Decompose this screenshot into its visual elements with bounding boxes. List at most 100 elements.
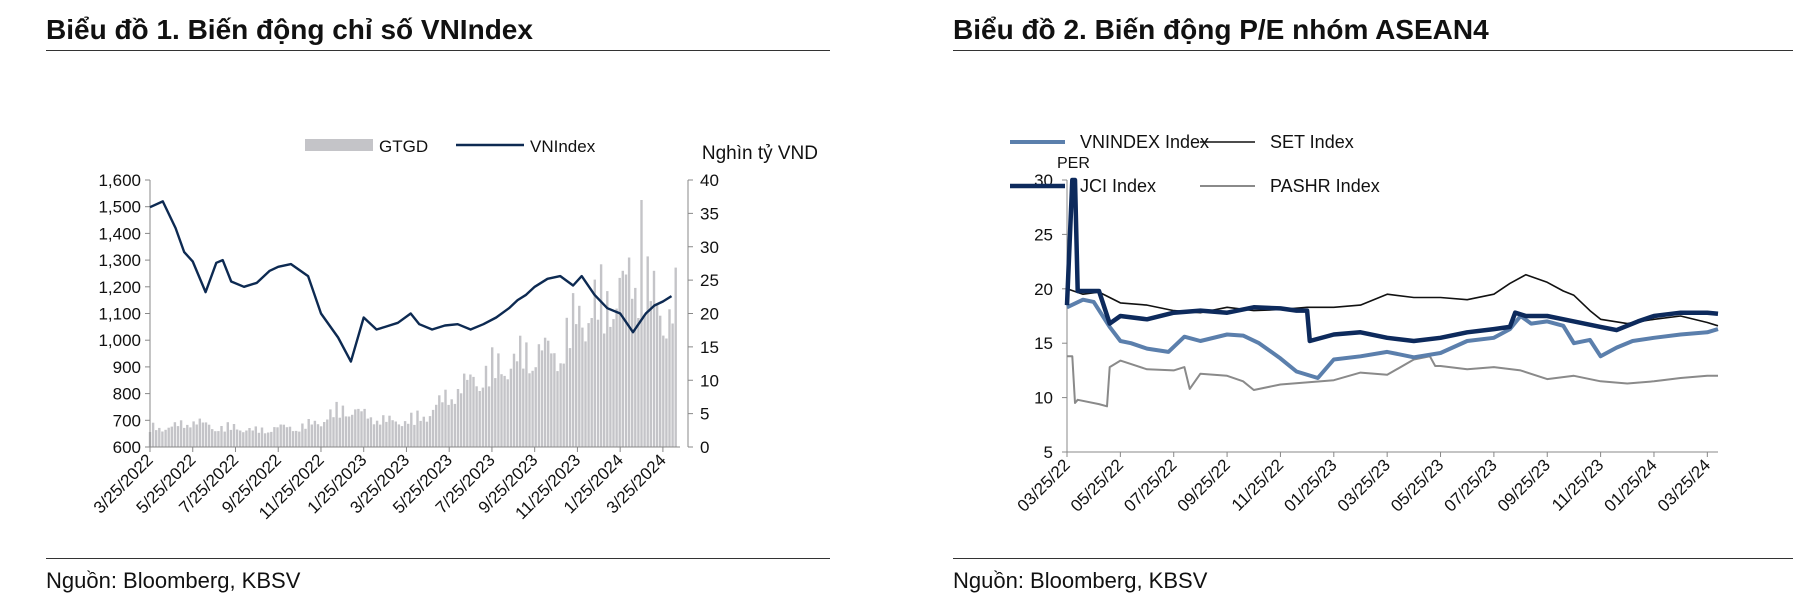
volume-bar: [189, 427, 192, 447]
chart-title: Biểu đồ 1. Biến động chỉ số VNIndex: [46, 14, 533, 45]
vnindex-line: [149, 200, 673, 363]
x-tick-label: 11/25/23: [1548, 455, 1607, 514]
volume-bar: [239, 430, 242, 447]
volume-bar: [487, 386, 491, 447]
volume-bar: [173, 422, 177, 447]
source-rule: [953, 558, 1793, 559]
volume-bar: [254, 426, 257, 447]
volume-bar: [547, 340, 550, 447]
volume-bar: [351, 414, 354, 447]
volume-bar: [369, 417, 373, 447]
volume-bar: [450, 399, 453, 447]
volume-bar: [422, 416, 425, 447]
volume-bar: [158, 427, 161, 447]
volume-bar: [590, 318, 593, 447]
volume-bar: [298, 431, 301, 447]
series-line-vnindex: [1066, 297, 1719, 380]
volume-bar: [575, 324, 578, 447]
volume-bar: [497, 353, 500, 447]
volume-bar: [550, 353, 553, 447]
volume-bar: [161, 431, 164, 447]
volume-bar: [288, 426, 292, 447]
volume-bar: [649, 301, 652, 447]
volume-bar: [273, 427, 276, 447]
volume-bar: [528, 373, 531, 447]
volume-bar: [646, 256, 649, 447]
volume-bar: [578, 305, 581, 447]
pe-chart: 51015202530PER03/25/2205/25/2207/25/2209…: [1010, 132, 1719, 516]
volume-bar: [375, 420, 379, 447]
volume-bar: [469, 374, 472, 447]
volume-bar: [310, 424, 313, 447]
volume-bar: [534, 367, 537, 447]
y-tick-label: 10: [1034, 389, 1053, 408]
volume-bar: [606, 291, 609, 447]
volume-bar: [419, 420, 422, 447]
right-axis-label: Nghìn tỷ VND: [702, 143, 818, 164]
volume-bar: [531, 370, 534, 447]
volume-bar: [263, 433, 267, 447]
x-tick-label: 01/25/23: [1280, 455, 1340, 515]
volume-bar: [363, 408, 366, 447]
volume-bar: [540, 350, 544, 447]
volume-bar: [301, 423, 304, 447]
volume-bar: [466, 379, 469, 447]
series-line-jci: [1064, 177, 1719, 344]
y-tick-label-left: 1,600: [98, 171, 141, 190]
volume-bar: [500, 374, 503, 447]
volume-bar: [344, 416, 348, 447]
volume-bar: [151, 422, 155, 447]
volume-bar: [463, 373, 466, 447]
y-tick-label: 15: [1034, 334, 1053, 353]
y-tick-label-left: 1,000: [98, 331, 141, 350]
volume-bar: [506, 379, 509, 447]
volume-bar: [260, 427, 264, 447]
volume-bar: [332, 417, 335, 447]
y-axis-label: PER: [1057, 155, 1090, 172]
volume-bar: [543, 337, 547, 447]
volume-bar: [276, 427, 279, 447]
volume-bar: [214, 431, 217, 447]
volume-bar: [407, 423, 410, 447]
volume-bar: [522, 368, 525, 447]
series-line-pashr: [1067, 355, 1718, 408]
volume-bar: [509, 368, 513, 447]
volume-bar: [388, 415, 391, 447]
legend-swatch-gtgd: [305, 139, 373, 151]
legend-label-vnindex: VNINDEX Index: [1080, 132, 1209, 152]
volume-bar: [565, 317, 568, 447]
volume-bar: [655, 303, 659, 447]
volume-bar: [167, 427, 170, 447]
volume-bar: [556, 371, 559, 447]
series-line-set: [1066, 273, 1719, 327]
volume-bar: [637, 318, 640, 447]
y-tick-label-left: 1,200: [98, 278, 141, 297]
y-tick-label: 25: [1034, 225, 1053, 244]
volume-bar: [559, 363, 562, 447]
y-tick-label: 20: [1034, 280, 1053, 299]
volume-bar: [596, 319, 600, 447]
volume-bar: [394, 421, 397, 447]
title-rule: [953, 50, 1793, 51]
volume-bar: [416, 410, 419, 447]
volume-bar: [413, 424, 416, 447]
volume-bar: [217, 431, 220, 447]
volume-bar: [668, 309, 671, 447]
volume-bar: [291, 431, 295, 447]
y-tick-label-left: 600: [113, 438, 141, 457]
volume-bar: [444, 389, 447, 447]
volume-bar: [313, 420, 317, 447]
volume-bar: [447, 404, 450, 447]
volume-bar: [659, 315, 662, 447]
volume-bar: [391, 420, 394, 447]
volume-bar: [329, 409, 332, 447]
volume-bar: [366, 418, 369, 447]
volume-bar: [652, 270, 656, 447]
volume-bar: [245, 430, 248, 447]
volume-bar: [456, 389, 460, 447]
volume-bar: [425, 421, 429, 447]
volume-bar: [618, 277, 621, 447]
volume-bar: [201, 422, 205, 447]
volume-bar: [357, 408, 360, 447]
volume-bar: [599, 264, 603, 447]
